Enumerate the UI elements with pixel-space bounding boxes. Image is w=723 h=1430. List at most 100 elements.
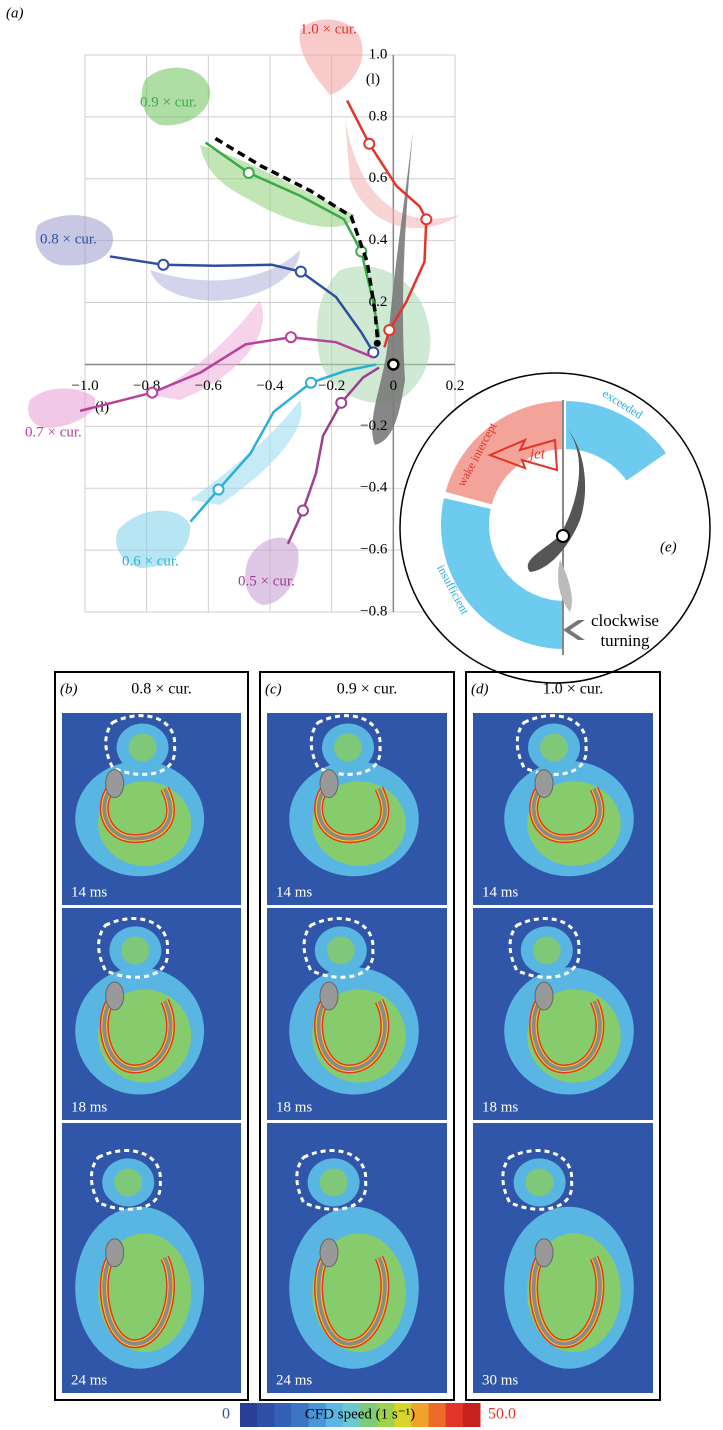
blob xyxy=(116,510,191,568)
blob xyxy=(299,19,363,95)
y-tick-label: 0.8 xyxy=(369,108,388,124)
trajectory xyxy=(109,255,375,354)
time-label: 18 ms xyxy=(71,1099,107,1115)
blob xyxy=(245,537,299,605)
y-axis-unit: (l) xyxy=(366,71,380,87)
time-label: 24 ms xyxy=(71,1372,107,1388)
series-label: 0.7 × cur. xyxy=(25,424,82,440)
fish-body xyxy=(531,782,602,841)
panel-title: 1.0 × cur. xyxy=(543,681,604,698)
fish xyxy=(527,430,586,572)
fish-body xyxy=(316,782,387,841)
fish-silhouette xyxy=(372,130,413,445)
wake-outline xyxy=(515,714,588,776)
colorbar-cell xyxy=(428,1403,447,1427)
point-marker xyxy=(146,386,159,399)
panel-label: (b) xyxy=(60,681,78,697)
point-marker xyxy=(212,483,225,496)
wake-outline xyxy=(97,917,169,979)
series-label: 0.6 × cur. xyxy=(122,553,179,569)
y-tick-label: −0.4 xyxy=(360,480,388,496)
turning-label: turning xyxy=(600,631,650,650)
colorbar-cell xyxy=(325,1403,344,1427)
panel-label: (c) xyxy=(265,681,282,697)
fish-body xyxy=(531,1251,602,1346)
wake-outline xyxy=(104,714,177,776)
cfd-panel: (d) 1.0 × cur. 14 ms 18 ms 30 ms xyxy=(465,671,661,1401)
point-marker xyxy=(367,346,380,359)
x-tick-label: −0.4 xyxy=(256,378,284,394)
wake-core xyxy=(319,1168,348,1197)
fish-head xyxy=(319,769,339,799)
point-marker xyxy=(420,213,433,226)
colorbar-cell xyxy=(445,1403,464,1427)
wake-outline xyxy=(508,917,581,979)
point-marker xyxy=(296,504,309,517)
colorbar-cell xyxy=(462,1403,481,1427)
colorbar-cell xyxy=(360,1403,378,1427)
time-label: 14 ms xyxy=(71,884,107,900)
time-label: 18 ms xyxy=(276,1099,312,1115)
fish-head xyxy=(105,769,125,799)
wake-outline xyxy=(501,1149,574,1211)
centroid xyxy=(556,529,570,543)
y-tick-label: 1.0 xyxy=(369,46,388,62)
blob xyxy=(35,215,113,266)
jet-label: jet xyxy=(528,446,546,462)
wake-core xyxy=(128,733,157,762)
fish-head xyxy=(534,1238,554,1268)
panel-frame xyxy=(54,671,249,1401)
blob xyxy=(150,250,300,301)
colorbar-cell xyxy=(308,1403,327,1427)
panel-label: (d) xyxy=(471,681,489,697)
series-label: 1.0 × cur. xyxy=(300,21,357,37)
colorbar-cell xyxy=(257,1403,275,1427)
blob xyxy=(190,400,302,505)
wake-core xyxy=(525,1168,554,1197)
wake-outline xyxy=(302,917,375,979)
y-tick-label: −0.8 xyxy=(360,603,387,619)
fish-head xyxy=(534,769,554,799)
point-marker xyxy=(284,331,297,344)
fish-head xyxy=(534,981,554,1011)
wake-core xyxy=(326,936,355,965)
inset-e: wake intercept jetexceededinsufficientclo… xyxy=(399,372,711,684)
blob xyxy=(141,67,211,126)
colorbar-cell xyxy=(291,1403,310,1427)
fish-body xyxy=(531,994,602,1071)
fish-body xyxy=(316,1251,387,1346)
blob xyxy=(345,120,460,229)
turning-label: clockwise xyxy=(591,611,659,630)
fish-shadow xyxy=(558,560,572,612)
time-label: 14 ms xyxy=(482,884,518,900)
panel-title: 0.9 × cur. xyxy=(337,681,398,698)
x-tick-label: −1.0 xyxy=(71,378,98,394)
y-tick-label: −0.2 xyxy=(360,418,387,434)
panel-frame xyxy=(465,671,661,1401)
colorbar-cell xyxy=(411,1403,430,1427)
panel-title: 0.8 × cur. xyxy=(131,681,192,698)
point-marker xyxy=(242,166,255,179)
fish-body xyxy=(316,994,387,1071)
y-tick-label: 0.4 xyxy=(369,232,388,248)
wake-core xyxy=(532,936,561,965)
series-label: 0.5 × cur. xyxy=(238,573,295,589)
wake-core xyxy=(540,733,568,762)
fish-body xyxy=(102,994,173,1071)
wake-outline xyxy=(295,1149,368,1211)
point-marker xyxy=(305,376,318,389)
center-marker xyxy=(373,339,381,347)
time-label: 30 ms xyxy=(482,1372,518,1388)
point-marker xyxy=(363,137,376,150)
time-label: 24 ms xyxy=(276,1372,312,1388)
colorbar-cell xyxy=(240,1403,258,1427)
point-marker xyxy=(335,396,348,409)
fish-body xyxy=(102,1251,173,1346)
fish-head xyxy=(105,981,125,1011)
point-marker xyxy=(383,324,396,337)
colorbar-cell xyxy=(274,1403,292,1427)
point-marker xyxy=(294,265,307,278)
fish-head xyxy=(105,1238,125,1268)
time-label: 18 ms xyxy=(482,1099,518,1115)
